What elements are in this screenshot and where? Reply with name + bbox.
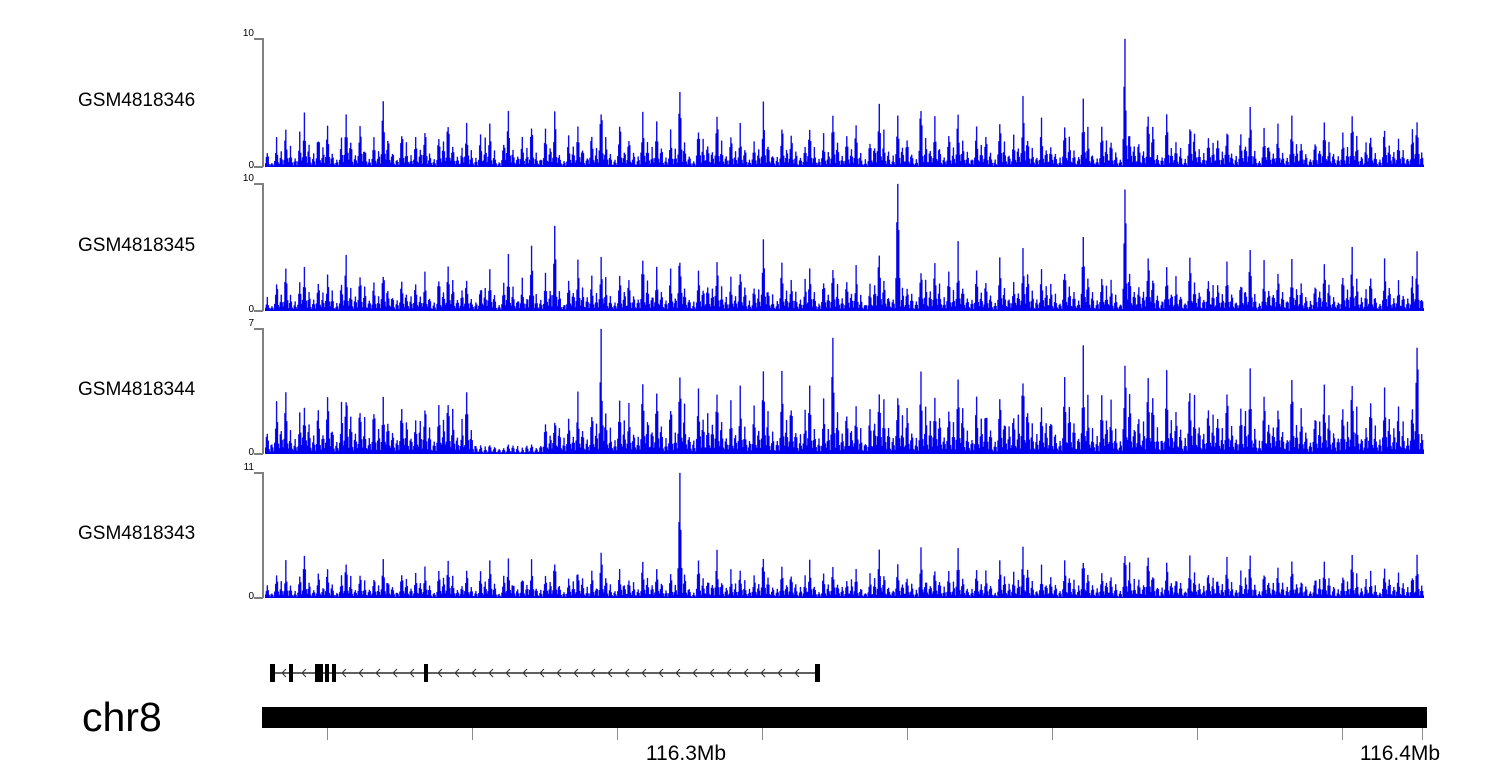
chromosome-label: chr8 xyxy=(82,694,162,740)
track-label-gsm4818343: GSM4818343 xyxy=(78,522,196,544)
y-axis-max-label-0: 10 xyxy=(242,28,254,39)
ruler-tick-6 xyxy=(1197,728,1198,740)
y-axis-line-2 xyxy=(262,328,264,454)
coverage-plot-gsm4818343[interactable] xyxy=(265,472,1424,598)
coverage-plot-gsm4818346[interactable] xyxy=(265,38,1424,167)
y-axis-tick-min-3 xyxy=(254,597,263,599)
y-axis-line-1 xyxy=(262,183,264,311)
y-axis-tick-min-0 xyxy=(254,166,263,168)
ruler-tick-1 xyxy=(472,728,473,740)
ruler-label-0: 116.3Mb xyxy=(645,742,727,765)
track-label-gsm4818345: GSM4818345 xyxy=(78,234,196,256)
ruler-tick-8 xyxy=(1422,728,1423,740)
y-axis-min-label-1: 0 xyxy=(248,304,254,315)
y-axis-line-3 xyxy=(262,472,264,598)
y-axis-tick-max-1 xyxy=(254,183,263,185)
y-axis-min-label-2: 0 xyxy=(248,447,254,458)
y-axis-min-label-3: 0 xyxy=(248,591,254,602)
y-axis-tick-max-3 xyxy=(254,472,263,474)
y-axis-tick-max-0 xyxy=(254,38,263,40)
y-axis-min-label-0: 0 xyxy=(248,160,254,171)
y-axis-max-label-3: 11 xyxy=(243,462,254,473)
gene-annotation-track[interactable] xyxy=(262,655,1427,695)
ruler-label-1: 116.4Mb xyxy=(1359,742,1441,765)
coverage-plot-gsm4818345[interactable] xyxy=(265,183,1424,311)
track-label-gsm4818344: GSM4818344 xyxy=(78,378,196,400)
y-axis-tick-min-1 xyxy=(254,310,263,312)
ruler-tick-5 xyxy=(1052,728,1053,740)
y-axis-max-label-2: 7 xyxy=(248,318,254,329)
y-axis-max-label-1: 10 xyxy=(242,173,254,184)
track-label-gsm4818346: GSM4818346 xyxy=(78,90,196,111)
y-axis-tick-max-2 xyxy=(254,328,263,330)
y-axis-line-0 xyxy=(262,38,264,167)
chromosome-ideogram-bar[interactable] xyxy=(262,707,1427,728)
ruler-tick-3 xyxy=(762,728,763,740)
ruler-tick-0 xyxy=(327,728,328,740)
ruler-tick-4 xyxy=(907,728,908,740)
ruler-tick-7 xyxy=(1342,728,1343,740)
ruler-tick-2 xyxy=(617,728,618,740)
y-axis-tick-min-2 xyxy=(254,453,263,455)
coverage-plot-gsm4818344[interactable] xyxy=(265,328,1424,454)
